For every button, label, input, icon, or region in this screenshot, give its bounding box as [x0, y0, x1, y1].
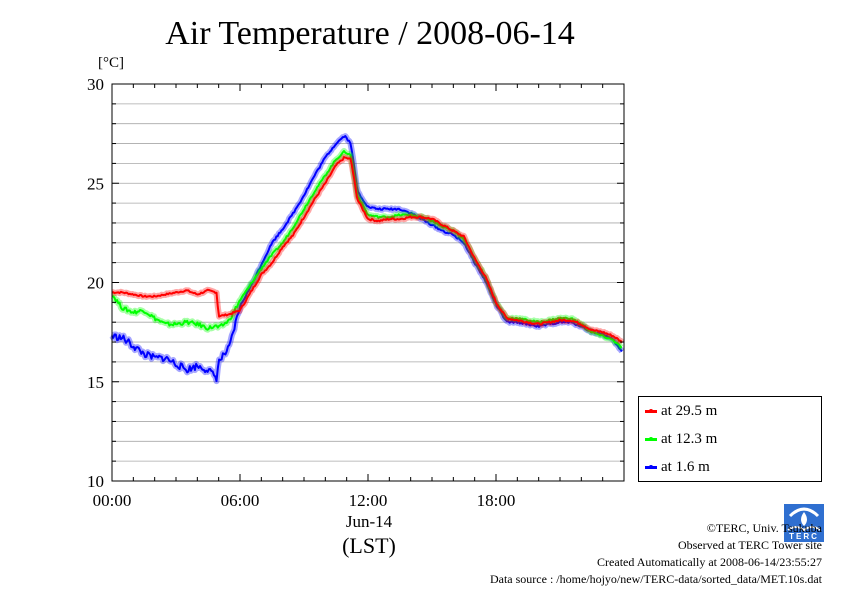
legend-swatch-green: [645, 437, 657, 442]
chart-grid: [112, 103, 624, 462]
chart-series: [109, 133, 625, 385]
legend-label: at 1.6 m: [661, 459, 710, 475]
legend-entry-1-6m: at 1.6 m: [645, 457, 710, 477]
terc-logo-text: TERC: [784, 532, 824, 542]
legend-swatch-red: [645, 409, 657, 414]
y-tick-label: 20: [87, 274, 104, 293]
y-tick-label: 25: [87, 174, 104, 193]
y-axis-unit-label: [°C]: [98, 55, 124, 71]
data-source-text: Data source : /home/hojyo/new/TERC-data/…: [489, 572, 822, 586]
x-axis-date-label: Jun-14: [345, 512, 393, 531]
series-line-1: [112, 150, 622, 349]
legend-entry-12-3m: at 12.3 m: [645, 429, 717, 449]
series-halo-2: [109, 133, 625, 385]
series-line-2: [111, 135, 623, 383]
legend-entry-29-5m: at 29.5 m: [645, 401, 717, 421]
axis-ticks: 10 15 20 25 30 00:00 06:00 12:00 18:00: [87, 75, 625, 510]
series-line-0: [111, 156, 623, 344]
x-tick-label: 06:00: [221, 491, 260, 510]
credits-block: ©TERC, Univ. Tsukuba Observed at TERC To…: [490, 520, 822, 588]
x-tick-label: 00:00: [93, 491, 132, 510]
legend-swatch-blue: [645, 465, 657, 470]
legend-label: at 12.3 m: [661, 431, 718, 447]
x-tick-label: 12:00: [349, 491, 388, 510]
chart-title: Air Temperature / 2008-06-14: [165, 15, 575, 52]
copyright-text: ©TERC, Univ. Tsukuba: [706, 521, 822, 535]
legend-label: at 29.5 m: [661, 403, 718, 419]
x-tick-label: 18:00: [477, 491, 516, 510]
y-tick-label: 30: [87, 75, 104, 94]
y-tick-label: 10: [87, 472, 104, 491]
series-halo-0: [110, 154, 625, 345]
x-axis-timezone-label: (LST): [342, 533, 396, 558]
y-tick-label: 15: [87, 373, 104, 392]
series-halo-1: [110, 148, 624, 351]
observed-text: Observed at TERC Tower site: [677, 538, 822, 552]
chart-legend: at 29.5 m at 12.3 m at 1.6 m: [638, 396, 822, 482]
created-text: Created Automatically at 2008-06-14/23:5…: [597, 555, 822, 569]
